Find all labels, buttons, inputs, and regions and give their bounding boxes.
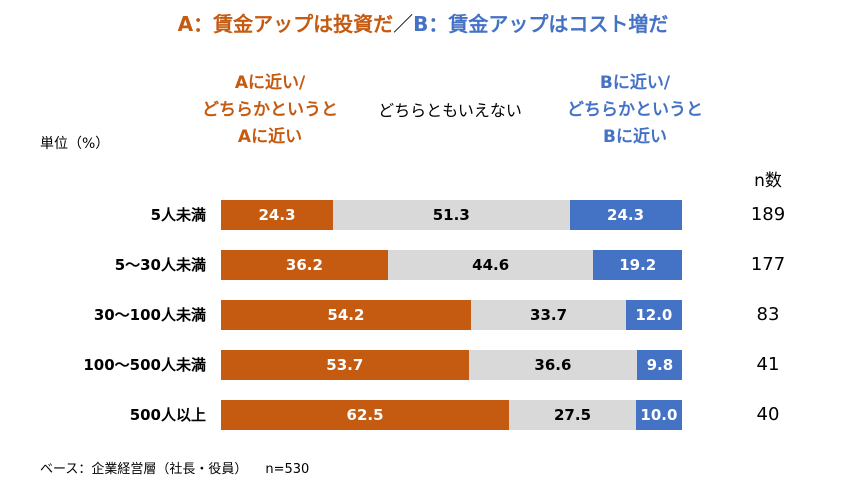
legend-a: Aに近い/ どちらかというと Aに近い — [202, 73, 338, 147]
n-value: 83 — [756, 304, 780, 325]
bar-a — [221, 300, 471, 330]
n-value: 40 — [756, 404, 780, 425]
category-label: 30～100人未満 — [93, 306, 206, 324]
bar-a — [221, 350, 469, 380]
bar-neutral — [470, 300, 627, 330]
data-label: 12.0 — [635, 306, 673, 324]
category-label: 5人未満 — [150, 206, 206, 224]
data-label: 9.8 — [646, 356, 674, 374]
unit-label: 単位（%） — [40, 136, 110, 152]
data-label: 24.3 — [258, 206, 296, 224]
category-label: 100～500人未満 — [83, 356, 206, 374]
bar-b — [635, 400, 682, 430]
bar-neutral — [509, 400, 636, 430]
data-label: 53.7 — [326, 356, 364, 374]
n-header: n数 — [754, 171, 782, 191]
title-b: B：賃金アップはコスト増だ — [413, 12, 669, 36]
data-label: 27.5 — [554, 406, 592, 424]
footnote-base: ベース：企業経営層（社長・役員） — [40, 462, 248, 477]
bar-b — [626, 300, 682, 330]
data-label: 10.0 — [640, 406, 678, 424]
title-a: A：賃金アップは投資だ — [177, 12, 394, 36]
category-label: 500人以上 — [129, 406, 206, 424]
chart-title: A：賃金アップは投資だ／B：賃金アップはコスト増だ — [0, 8, 846, 37]
legend-b: Bに近い/ どちらかというと Bに近い — [567, 73, 703, 147]
data-label: 54.2 — [327, 306, 365, 324]
data-label: 19.2 — [619, 256, 657, 274]
footnote: ベース：企業経営層（社長・役員） n=530 — [40, 458, 309, 477]
data-label: 24.3 — [607, 206, 645, 224]
data-label: 62.5 — [346, 406, 384, 424]
n-value: 189 — [750, 204, 786, 225]
legend-neutral: どちらともいえない — [378, 101, 522, 120]
bar-a — [221, 200, 334, 230]
data-label: 33.7 — [530, 306, 568, 324]
bar-a — [221, 250, 388, 280]
bar-b — [637, 350, 683, 380]
footnote-n: n=530 — [265, 462, 310, 477]
bar-neutral — [468, 350, 638, 380]
bar-a — [221, 400, 510, 430]
n-value: 177 — [750, 254, 786, 275]
data-label: 36.2 — [285, 256, 323, 274]
bar-neutral — [333, 200, 570, 230]
bar-b — [569, 200, 682, 230]
bar-b — [593, 250, 682, 280]
title-separator: ／ — [393, 12, 414, 36]
bar-neutral — [387, 250, 594, 280]
data-label: 51.3 — [432, 206, 470, 224]
category-label: 5～30人未満 — [114, 256, 206, 274]
data-label: 44.6 — [472, 256, 510, 274]
n-value: 41 — [756, 354, 780, 375]
data-label: 36.6 — [534, 356, 572, 374]
